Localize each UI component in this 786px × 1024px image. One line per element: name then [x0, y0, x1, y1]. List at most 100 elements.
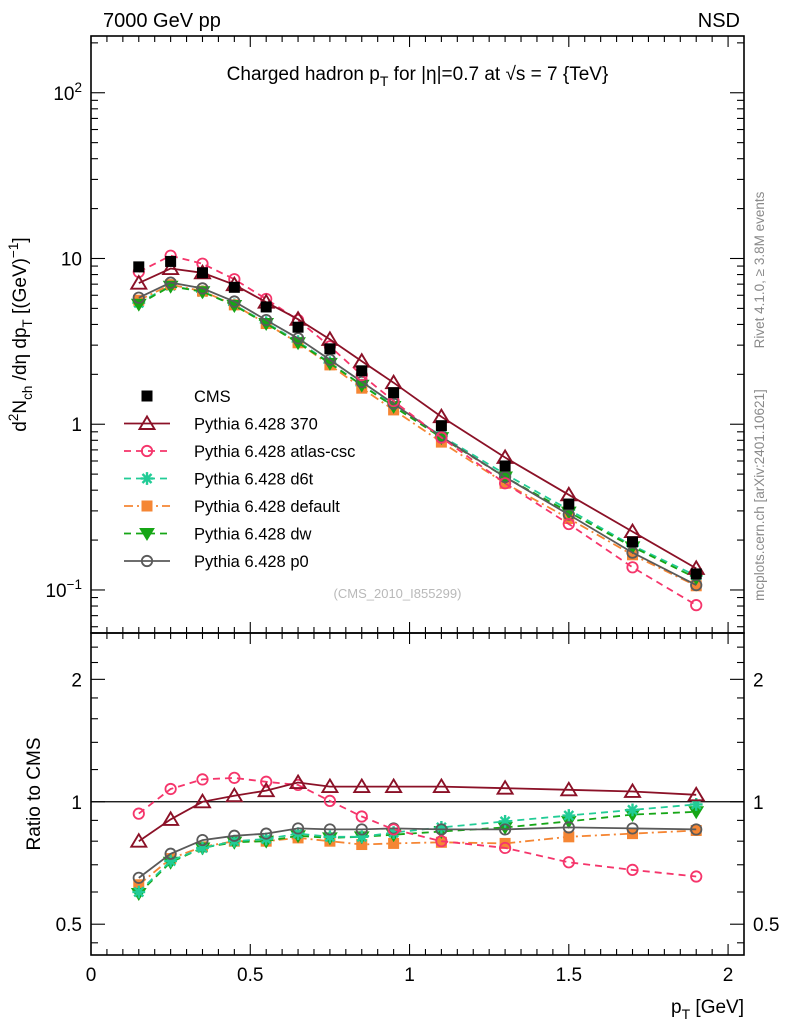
series-cms [133, 255, 702, 580]
data-marker [257, 781, 276, 798]
data-marker [260, 775, 273, 788]
y-tick-label-ratio-right: 0.5 [753, 915, 779, 936]
data-marker [196, 833, 209, 847]
data-marker [193, 792, 212, 809]
y-tick-label-ratio-right: 1 [753, 793, 764, 814]
data-marker [228, 281, 240, 293]
data-marker [164, 276, 177, 289]
data-marker [260, 301, 272, 313]
main-panel-frame [90, 35, 745, 634]
watermark-label: (CMS_2010_I855299) [334, 586, 462, 601]
x-tick-label: 0.5 [237, 965, 263, 986]
legend-label: Pythia 6.428 370 [194, 416, 318, 434]
legend-entry-cms[interactable]: CMS [141, 388, 231, 406]
header-right: NSD [698, 10, 740, 32]
data-marker [140, 444, 154, 458]
side-label-rivet: Rivet 4.1.0, ≥ 3.8M events [752, 191, 767, 348]
data-marker [320, 777, 340, 794]
data-marker [133, 261, 145, 273]
plot-title: Charged hadron pT for |η|=0.7 at √s = 7 … [227, 64, 609, 89]
legend-label: Pythia 6.428 default [194, 498, 340, 516]
legend-entry-pythia-6-428-atlas-csc[interactable]: Pythia 6.428 atlas-csc [124, 443, 355, 461]
data-marker [196, 773, 209, 786]
data-marker [132, 807, 145, 820]
data-marker [498, 841, 512, 855]
data-marker [435, 420, 447, 432]
data-marker [626, 822, 639, 835]
legend-entry-pythia-6-428-p0[interactable]: Pythia 6.428 p0 [124, 553, 309, 571]
data-marker [288, 773, 308, 789]
data-marker [141, 500, 153, 512]
series-pythia-6-428-default [133, 279, 702, 592]
data-marker [323, 794, 337, 807]
data-marker [690, 568, 702, 580]
data-marker [161, 259, 180, 275]
x-tick-label: 1.5 [556, 965, 582, 986]
data-marker [623, 782, 642, 798]
series-pythia-6-428-d6t [132, 798, 703, 899]
legend-label: CMS [194, 388, 231, 406]
data-marker [387, 823, 400, 836]
data-marker [690, 870, 703, 883]
data-marker [196, 267, 208, 279]
series-line [138, 803, 697, 893]
data-marker [435, 823, 448, 836]
data-marker [495, 779, 515, 795]
data-marker [626, 546, 639, 559]
data-marker [260, 827, 273, 840]
data-marker [260, 313, 273, 327]
data-marker [562, 856, 575, 869]
data-marker [388, 387, 400, 399]
legend-label: Pythia 6.428 d6t [194, 471, 314, 489]
data-marker [563, 498, 575, 510]
data-marker [690, 823, 703, 836]
series-line [138, 826, 697, 879]
series-pythia-6-428-default [133, 824, 702, 891]
data-marker [435, 835, 448, 848]
series-line [138, 829, 697, 886]
data-marker [196, 282, 209, 295]
x-axis-label: pT [GeV] [671, 997, 744, 1022]
data-marker [132, 871, 145, 884]
header-left: 7000 GeV pp [103, 10, 221, 32]
data-marker [292, 321, 304, 333]
series-line [138, 283, 697, 587]
data-marker [165, 255, 177, 267]
legend-entry-pythia-6-428-d6t[interactable]: Pythia 6.428 d6t [124, 471, 314, 489]
data-marker [291, 332, 305, 345]
data-marker [352, 777, 371, 794]
data-marker [626, 803, 639, 817]
data-marker [228, 295, 241, 308]
data-marker [355, 810, 368, 823]
legend-entry-pythia-6-428-370[interactable]: Pythia 6.428 370 [124, 414, 318, 434]
data-marker [225, 786, 244, 803]
data-marker [626, 561, 639, 574]
data-marker [140, 554, 154, 568]
data-marker [161, 810, 180, 826]
data-marker [498, 470, 512, 484]
y-tick-label-main: 10−1 [45, 577, 82, 602]
y-tick-label-main: 1 [71, 415, 82, 436]
series-pythia-6-428-370 [129, 773, 706, 848]
data-marker [356, 365, 368, 377]
data-marker [432, 777, 451, 794]
data-marker [499, 460, 511, 472]
y-tick-label-ratio: 2 [71, 670, 82, 691]
data-marker [323, 823, 337, 836]
data-marker [435, 431, 448, 444]
y-tick-label-ratio: 1 [71, 793, 82, 814]
data-marker [129, 274, 148, 290]
data-marker [164, 847, 177, 860]
legend-entry-pythia-6-428-dw[interactable]: Pythia 6.428 dw [124, 526, 311, 544]
data-marker [291, 822, 305, 835]
data-marker [687, 785, 706, 802]
data-marker [626, 863, 639, 876]
series-pythia-6-428-p0 [132, 821, 703, 884]
data-marker [559, 780, 578, 797]
data-marker [690, 599, 703, 612]
data-marker [129, 832, 148, 848]
legend-entry-pythia-6-428-default[interactable]: Pythia 6.428 default [124, 498, 340, 516]
data-marker [137, 414, 157, 430]
legend-label: Pythia 6.428 p0 [194, 553, 309, 571]
